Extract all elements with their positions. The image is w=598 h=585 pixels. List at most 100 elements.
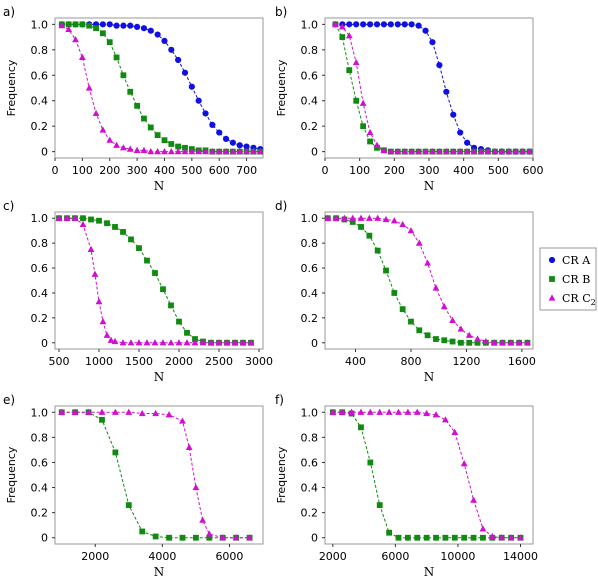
data-point [98, 408, 106, 415]
data-point [183, 339, 191, 346]
data-point [192, 483, 200, 491]
panel-3: c) 0 0.2 0.4 0.6 0.8 1.0 500 1000 1500 2000 2500 300… [3, 199, 273, 384]
data-point [391, 290, 398, 296]
y-tick-label: 0.6 [301, 69, 319, 82]
data-point [464, 139, 471, 146]
y-tick-label: 0.6 [301, 262, 319, 275]
data-point [524, 339, 531, 346]
data-point [247, 339, 255, 346]
x-tick-label: 400 [453, 164, 474, 177]
data-point [429, 39, 436, 46]
data-point [442, 148, 450, 155]
data-point [515, 339, 523, 346]
x-tick-label: 1600 [508, 355, 536, 368]
data-point [168, 302, 174, 309]
data-point [470, 534, 477, 541]
data-point [99, 30, 106, 37]
data-point [449, 338, 456, 345]
data-point [71, 214, 79, 221]
data-point [395, 534, 402, 541]
data-point [373, 141, 381, 148]
data-point [498, 534, 506, 541]
x-tick-label: 3000 [245, 355, 273, 368]
data-point [414, 534, 421, 541]
y-tick-label: 0.2 [301, 120, 319, 133]
data-point [191, 339, 199, 346]
data-point [152, 409, 160, 417]
x-tick-label: 400 [345, 355, 366, 368]
x-tick-label: 1200 [452, 355, 480, 368]
x-tick-label: 700 [236, 164, 257, 177]
data-point [113, 54, 120, 61]
x-tick-label: 2000 [165, 355, 193, 368]
data-point [349, 219, 356, 225]
x-axis-label: N [424, 565, 435, 579]
data-point [442, 534, 449, 541]
data-point [243, 148, 250, 155]
y-tick-label: 0.8 [31, 44, 49, 57]
data-point [65, 25, 73, 33]
data-point [348, 408, 355, 415]
x-tick-label: 100 [72, 164, 93, 177]
data-point [127, 88, 134, 95]
data-point [383, 267, 389, 274]
data-point [195, 97, 202, 104]
data-point [450, 111, 457, 118]
data-point [436, 148, 443, 155]
data-point [332, 20, 339, 27]
data-point [366, 232, 373, 239]
data-point [432, 411, 440, 418]
data-point [457, 339, 464, 346]
data-point [138, 409, 146, 417]
data-point [141, 115, 147, 122]
y-tick-label: 0.4 [301, 482, 319, 495]
y-tick-label: 0.4 [31, 95, 49, 108]
data-point [422, 148, 429, 155]
data-point [498, 148, 506, 155]
x-tick-label: 6000 [215, 550, 243, 563]
data-point [209, 121, 216, 129]
data-point [443, 88, 450, 95]
data-point [457, 129, 464, 136]
y-axis-label: Frequency [275, 59, 288, 116]
data-point [358, 224, 364, 230]
data-point [329, 408, 337, 415]
data-point [404, 408, 412, 415]
data-point [179, 417, 186, 424]
data-point [176, 318, 182, 325]
y-tick-label: 0 [41, 532, 48, 545]
data-point [341, 214, 348, 221]
data-point [96, 217, 102, 224]
y-axis-label: Frequency [5, 59, 18, 116]
data-point [127, 22, 134, 29]
data-point [359, 99, 367, 106]
data-point [236, 148, 244, 155]
data-point [441, 337, 448, 344]
data-point [206, 534, 213, 541]
data-point [78, 53, 86, 61]
data-point [85, 408, 92, 415]
data-point [175, 56, 182, 64]
data-point [215, 339, 223, 346]
plot-frame [324, 17, 534, 159]
y-tick-label: 1.0 [301, 406, 319, 419]
panel-label: c) [3, 199, 14, 213]
data-point [390, 217, 398, 224]
data-point [166, 534, 172, 541]
data-point [387, 21, 394, 28]
data-point [461, 534, 468, 541]
y-tick-label: 1.0 [301, 18, 319, 31]
data-point [151, 339, 159, 346]
data-point [199, 339, 207, 346]
data-point [113, 22, 120, 29]
data-point [199, 516, 207, 523]
data-point [432, 284, 440, 291]
y-tick-label: 0.8 [31, 431, 49, 444]
x-tick-label: 4000 [148, 550, 176, 563]
data-point [161, 148, 168, 155]
plot-frame [324, 405, 534, 545]
data-point [95, 298, 103, 305]
data-point [404, 534, 411, 541]
data-point [415, 239, 423, 246]
data-point [120, 72, 127, 79]
